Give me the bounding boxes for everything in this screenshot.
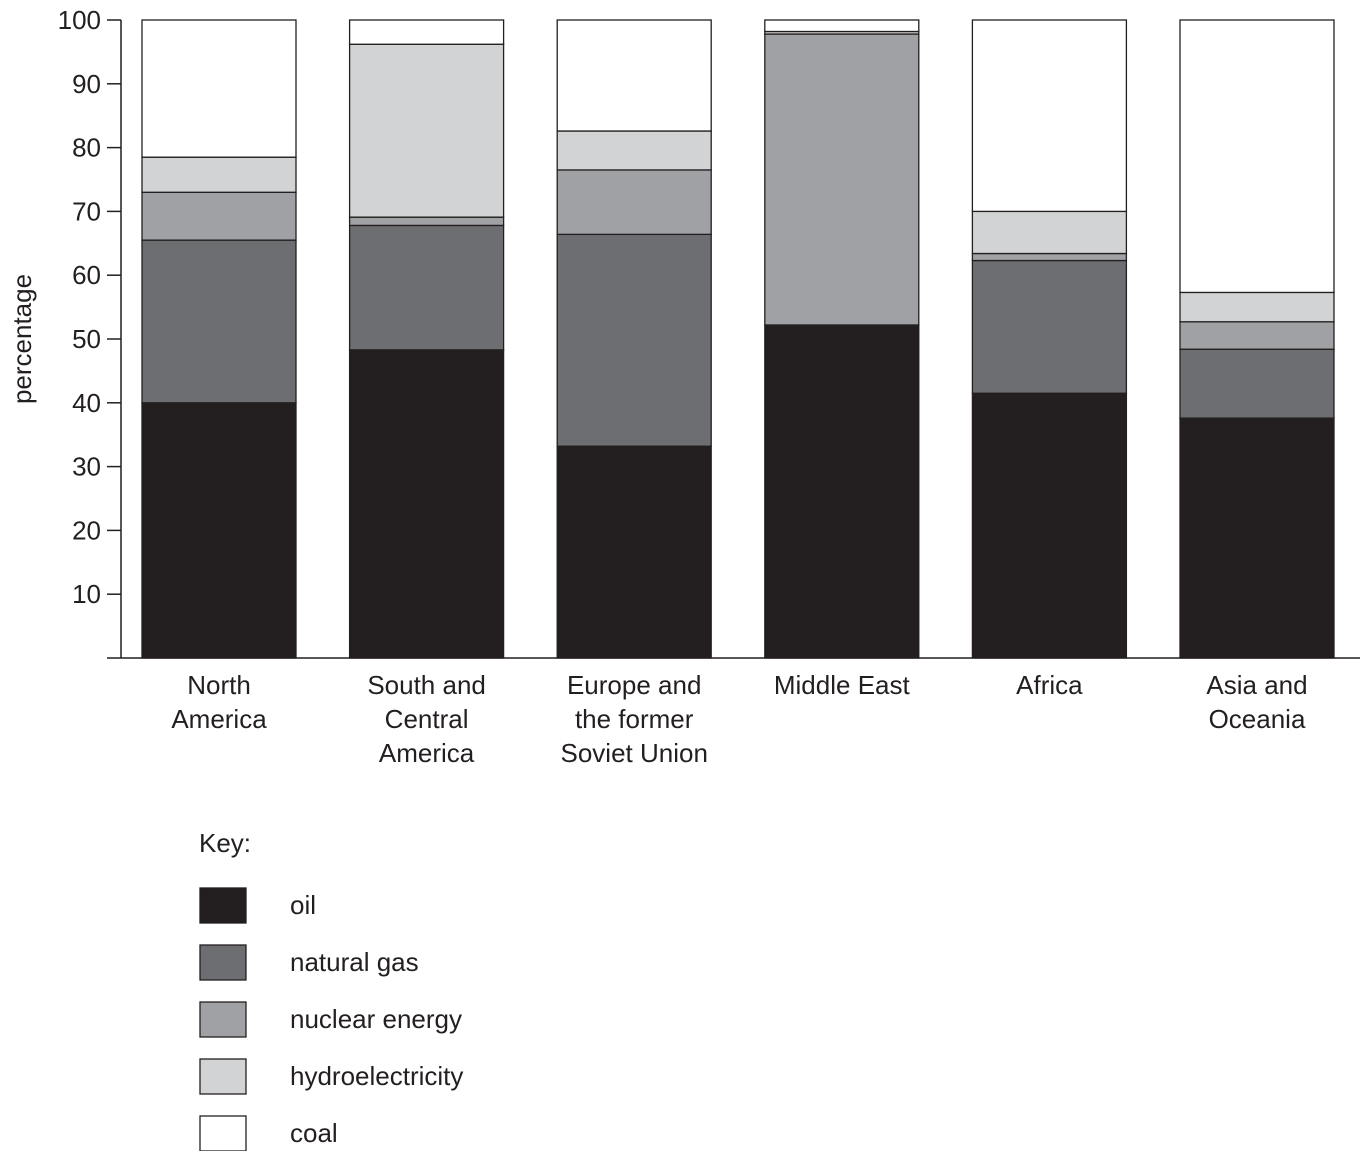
bar-segment-asia-and-oceania-hydroelectricity (1179, 291, 1335, 323)
bar-segment-middle-east-nuclear-energy (764, 33, 920, 326)
bar-segment-africa-oil (971, 392, 1128, 659)
legend-swatch-oil (199, 887, 247, 924)
x-tick-label-north-america: North America (171, 670, 267, 734)
x-tick-label-africa: Africa (1016, 670, 1083, 700)
bar-segment-south-and-central-america-hydroelectricity (348, 43, 505, 218)
x-tick-label-asia-and-oceania: Asia and Oceania (1206, 670, 1307, 734)
legend-label-natural-gas: natural gas (290, 947, 419, 977)
bar-north-america (141, 19, 297, 659)
legend-title: Key: (199, 828, 251, 858)
bar-segment-europe-and-the-former-soviet-union-nuclear-energy (556, 169, 712, 236)
bar-asia-and-oceania (1179, 19, 1335, 659)
y-axis-label: percentage (7, 274, 37, 404)
legend-label-coal: coal (290, 1118, 338, 1148)
bar-segment-north-america-nuclear-energy (141, 191, 297, 241)
y-tick-label-20: 20 (72, 515, 101, 545)
y-tick-label-10: 10 (72, 579, 101, 609)
legend-swatch-coal (199, 1115, 247, 1151)
bar-segment-africa-coal (971, 19, 1128, 213)
legend-label-oil: oil (290, 890, 316, 920)
y-tick-label-90: 90 (72, 69, 101, 99)
bar-segment-europe-and-the-former-soviet-union-coal (556, 19, 712, 132)
bar-segment-europe-and-the-former-soviet-union-natural-gas (556, 233, 712, 447)
bar-segment-south-and-central-america-coal (348, 19, 505, 45)
legend-label-hydroelectricity: hydroelectricity (290, 1061, 463, 1091)
y-tick-label-80: 80 (72, 133, 101, 163)
bar-segment-north-america-hydroelectricity (141, 156, 297, 193)
y-tick-label-100: 100 (58, 5, 101, 35)
bar-segment-europe-and-the-former-soviet-union-oil (556, 445, 712, 659)
legend-swatch-hydroelectricity (199, 1058, 247, 1095)
bar-segment-europe-and-the-former-soviet-union-hydroelectricity (556, 130, 712, 171)
y-tick-label-70: 70 (72, 196, 101, 226)
bar-south-and-central-america (348, 19, 505, 659)
bar-segment-north-america-natural-gas (141, 239, 297, 404)
y-tick-label-30: 30 (72, 452, 101, 482)
bar-segment-north-america-oil (141, 402, 297, 659)
bar-segment-asia-and-oceania-nuclear-energy (1179, 321, 1335, 350)
bars-layer (141, 19, 1335, 659)
bar-segment-middle-east-oil (764, 324, 920, 659)
legend: Key: oil natural gas nuclear energy hydroele… (199, 828, 463, 1151)
legend-label-nuclear-energy: nuclear energy (290, 1004, 462, 1034)
bar-segment-south-and-central-america-oil (348, 349, 505, 659)
y-tick-label-50: 50 (72, 324, 101, 354)
y-tick-label-60: 60 (72, 260, 101, 290)
x-tick-label-south-and-central-america: South and Central America (367, 670, 486, 768)
legend-swatch-nuclear-energy (199, 1001, 247, 1038)
bar-segment-middle-east-coal (764, 19, 920, 33)
axes-layer: North America South and Central America Europ… (7, 5, 1360, 768)
bar-segment-asia-and-oceania-oil (1179, 417, 1335, 659)
bar-segment-africa-natural-gas (971, 259, 1128, 394)
y-tick-label-40: 40 (72, 388, 101, 418)
bar-middle-east (764, 19, 920, 659)
legend-swatch-natural-gas (199, 944, 247, 981)
bar-segment-africa-hydroelectricity (971, 210, 1128, 255)
bar-europe-and-the-former-soviet-union (556, 19, 712, 659)
bar-segment-south-and-central-america-nuclear-energy (348, 216, 505, 227)
bar-segment-north-america-coal (141, 19, 297, 158)
x-tick-label-middle-east: Middle East (774, 670, 911, 700)
bar-segment-africa-nuclear-energy (971, 252, 1128, 262)
bar-segment-south-and-central-america-natural-gas (348, 224, 505, 351)
bar-africa (971, 19, 1128, 659)
bar-segment-asia-and-oceania-natural-gas (1179, 348, 1335, 419)
x-tick-label-europe-and-the-former-soviet-union: Europe and the former Soviet Union (560, 670, 707, 768)
bar-segment-asia-and-oceania-coal (1179, 19, 1335, 294)
